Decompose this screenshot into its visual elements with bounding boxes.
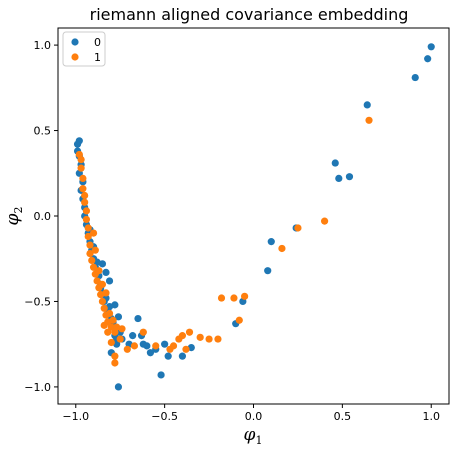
x-tick-label: 0.0 bbox=[245, 410, 263, 423]
data-point-series-1 bbox=[278, 245, 285, 252]
data-point-series-1 bbox=[78, 156, 85, 163]
data-point-series-1 bbox=[88, 257, 95, 264]
data-point-series-1 bbox=[124, 346, 131, 353]
data-point-series-0 bbox=[179, 353, 186, 360]
data-point-series-1 bbox=[113, 323, 120, 330]
data-point-series-0 bbox=[129, 332, 136, 339]
x-tick-label: 0.5 bbox=[334, 410, 352, 423]
x-tick-label: 1.0 bbox=[422, 410, 440, 423]
legend-marker-1 bbox=[71, 53, 78, 60]
x-tick-label: −1.0 bbox=[62, 410, 89, 423]
data-point-series-0 bbox=[102, 269, 109, 276]
data-point-series-1 bbox=[90, 229, 97, 236]
x-axis-label-subscript: 1 bbox=[255, 434, 262, 447]
data-point-series-1 bbox=[108, 339, 115, 346]
data-point-series-0 bbox=[157, 371, 164, 378]
data-point-series-1 bbox=[197, 334, 204, 341]
data-point-series-1 bbox=[170, 342, 177, 349]
points-layer bbox=[74, 43, 435, 390]
y-tick-label: 1.0 bbox=[34, 39, 52, 52]
data-point-series-0 bbox=[268, 238, 275, 245]
data-point-series-1 bbox=[365, 117, 372, 124]
data-point-series-1 bbox=[85, 224, 92, 231]
data-point-series-1 bbox=[95, 267, 102, 274]
x-axis-label: φ1 bbox=[244, 425, 263, 447]
data-point-series-1 bbox=[79, 175, 86, 182]
legend-label-0: 0 bbox=[94, 36, 101, 49]
data-point-series-0 bbox=[134, 315, 141, 322]
data-point-series-1 bbox=[81, 192, 88, 199]
data-point-series-1 bbox=[236, 317, 243, 324]
x-axis-label-symbol: φ bbox=[244, 425, 256, 445]
data-point-series-1 bbox=[111, 353, 118, 360]
data-point-series-1 bbox=[205, 335, 212, 342]
data-point-series-1 bbox=[321, 218, 328, 225]
chart-title: riemann aligned covariance embedding bbox=[90, 5, 409, 24]
data-point-series-0 bbox=[424, 55, 431, 62]
data-point-series-1 bbox=[99, 281, 106, 288]
data-point-series-1 bbox=[117, 335, 124, 342]
data-point-series-0 bbox=[264, 267, 271, 274]
data-point-series-0 bbox=[364, 101, 371, 108]
y-tick-label: −0.5 bbox=[24, 295, 51, 308]
data-point-series-1 bbox=[152, 342, 159, 349]
data-point-series-1 bbox=[78, 165, 85, 172]
data-point-series-1 bbox=[241, 293, 248, 300]
data-point-series-1 bbox=[294, 224, 301, 231]
data-point-series-0 bbox=[335, 175, 342, 182]
y-tick-label: 0.5 bbox=[34, 125, 52, 138]
data-point-series-0 bbox=[332, 159, 339, 166]
data-point-series-1 bbox=[109, 317, 116, 324]
data-point-series-1 bbox=[140, 329, 147, 336]
y-axis-label: φ2 bbox=[3, 207, 25, 226]
data-point-series-1 bbox=[101, 305, 108, 312]
data-point-series-0 bbox=[346, 173, 353, 180]
y-tick-label: −1.0 bbox=[24, 381, 51, 394]
y-tick-label: 0.0 bbox=[34, 210, 52, 223]
data-point-series-0 bbox=[165, 353, 172, 360]
data-point-series-0 bbox=[161, 341, 168, 348]
data-point-series-1 bbox=[179, 332, 186, 339]
y-axis-label-subscript: 2 bbox=[12, 207, 25, 214]
data-point-series-1 bbox=[102, 289, 109, 296]
data-point-series-0 bbox=[76, 137, 83, 144]
data-point-series-1 bbox=[83, 216, 90, 223]
legend: 01 bbox=[63, 32, 105, 66]
data-point-series-1 bbox=[182, 346, 189, 353]
data-point-series-1 bbox=[106, 310, 113, 317]
data-point-series-0 bbox=[106, 277, 113, 284]
data-point-series-1 bbox=[214, 335, 221, 342]
x-tick-label: −0.5 bbox=[151, 410, 178, 423]
y-axis-label-symbol: φ bbox=[3, 213, 23, 225]
data-point-series-1 bbox=[83, 207, 90, 214]
data-point-series-1 bbox=[104, 329, 111, 336]
data-point-series-1 bbox=[186, 329, 193, 336]
data-point-series-0 bbox=[412, 74, 419, 81]
legend-marker-0 bbox=[71, 38, 78, 45]
data-point-series-1 bbox=[111, 359, 118, 366]
data-point-series-1 bbox=[218, 294, 225, 301]
data-point-series-1 bbox=[101, 322, 108, 329]
data-point-series-1 bbox=[131, 342, 138, 349]
legend-label-1: 1 bbox=[94, 51, 101, 64]
data-point-series-0 bbox=[143, 342, 150, 349]
data-point-series-0 bbox=[115, 383, 122, 390]
data-point-series-1 bbox=[92, 247, 99, 254]
data-point-series-0 bbox=[428, 43, 435, 50]
data-point-series-1 bbox=[81, 199, 88, 206]
data-point-series-1 bbox=[230, 294, 237, 301]
data-point-series-1 bbox=[99, 298, 106, 305]
data-point-series-1 bbox=[79, 185, 86, 192]
data-point-series-1 bbox=[86, 241, 93, 248]
